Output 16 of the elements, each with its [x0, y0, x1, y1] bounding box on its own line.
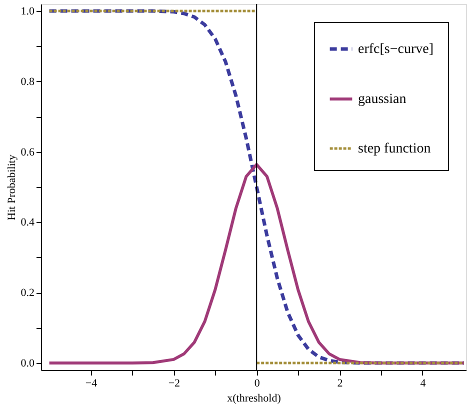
y-tick-label: 0.4 — [20, 216, 35, 229]
x-axis-title: x(threshold) — [227, 392, 282, 404]
x-tick-label: −4 — [85, 378, 98, 390]
y-tick-label: 0.2 — [20, 287, 34, 300]
x-tick-label: 0 — [254, 378, 260, 390]
x-tick-label: 4 — [420, 378, 426, 390]
x-tick-label: −2 — [168, 378, 180, 390]
legend-label: erfc[s−curve] — [358, 42, 434, 57]
legend-label: gaussian — [358, 92, 406, 107]
y-axis-title: Hit Probability — [6, 154, 18, 220]
legend-label: step function — [358, 142, 431, 156]
y-tick-label: 1.0 — [20, 6, 35, 18]
x-tick-label: 2 — [337, 378, 343, 390]
y-tick-label: 0.8 — [20, 76, 35, 88]
y-tick-label: 0.0 — [20, 357, 35, 370]
y-tick-label: 0.6 — [20, 146, 35, 158]
